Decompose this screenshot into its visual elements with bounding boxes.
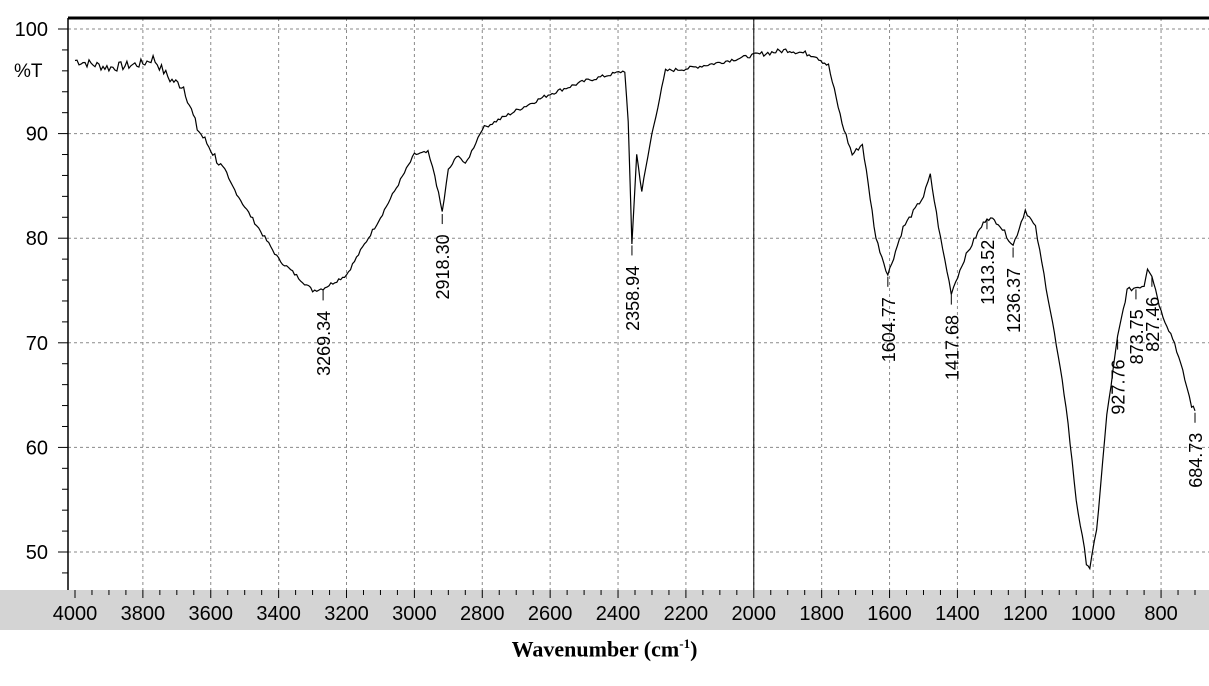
y-tick-label: 80 bbox=[26, 228, 48, 250]
peak-marker: 827.46 bbox=[1143, 276, 1163, 352]
x-tick-label: 2400 bbox=[596, 603, 641, 625]
y-tick-label: 100 bbox=[15, 19, 48, 41]
spectrum-line bbox=[74, 48, 1196, 571]
axes bbox=[58, 16, 1209, 595]
x-tick-label: 3200 bbox=[324, 603, 369, 625]
x-tick-label: 3000 bbox=[392, 603, 437, 625]
peak-marker: 927.76 bbox=[1109, 339, 1129, 415]
x-tick-label: 1200 bbox=[1003, 603, 1048, 625]
peak-label: 1236.37 bbox=[1004, 268, 1024, 333]
grid-lines bbox=[68, 18, 1209, 590]
peak-label: 1313.52 bbox=[978, 240, 998, 305]
x-tick-label: 2200 bbox=[664, 603, 709, 625]
x-axis-title-end: ) bbox=[690, 636, 698, 662]
x-tick-label: 4000 bbox=[53, 603, 98, 625]
x-tick-label: 800 bbox=[1144, 603, 1177, 625]
x-tick-label: 1000 bbox=[1071, 603, 1116, 625]
peak-marker: 1236.37 bbox=[1004, 247, 1024, 333]
peak-label: 927.76 bbox=[1109, 360, 1129, 415]
y-tick-labels: 50 60 70 80 90 100 bbox=[15, 19, 48, 564]
peak-label: 827.46 bbox=[1143, 297, 1163, 352]
x-axis-band bbox=[0, 590, 1209, 630]
x-tick-label: 3400 bbox=[256, 603, 301, 625]
peak-marker: 1313.52 bbox=[978, 219, 998, 305]
peak-label: 684.73 bbox=[1186, 433, 1206, 488]
peak-label: 1604.77 bbox=[879, 297, 899, 362]
x-tick-label: 1600 bbox=[867, 603, 912, 625]
peak-label: 1417.68 bbox=[942, 315, 962, 380]
peak-marker: 2358.94 bbox=[623, 245, 643, 331]
y-tick-label: 90 bbox=[26, 124, 48, 146]
peak-marker: 1417.68 bbox=[942, 294, 962, 380]
x-tick-label: 2000 bbox=[732, 603, 777, 625]
x-tick-label: 2800 bbox=[460, 603, 505, 625]
x-tick-label: 1400 bbox=[935, 603, 980, 625]
x-tick-label: 2600 bbox=[528, 603, 573, 625]
x-tick-label: 1800 bbox=[799, 603, 844, 625]
x-tick-label: 3600 bbox=[189, 603, 234, 625]
x-axis-band-bg bbox=[0, 590, 1209, 630]
x-tick-label: 3800 bbox=[121, 603, 166, 625]
peak-marker: 2918.30 bbox=[433, 214, 453, 299]
peak-labels: 3269.34 2918.30 2358.94 1604.77 1417.68 1313.… bbox=[314, 214, 1206, 488]
peak-label: 873.75 bbox=[1127, 309, 1147, 364]
peak-marker: 684.73 bbox=[1186, 412, 1206, 488]
y-tick-label: 60 bbox=[26, 437, 48, 459]
x-axis-title-text: Wavenumber (cm bbox=[511, 636, 680, 662]
x-axis-title: Wavenumber (cm-1) bbox=[0, 636, 1209, 662]
peak-label: 3269.34 bbox=[314, 311, 334, 376]
x-axis-title-superscript: -1 bbox=[679, 636, 691, 651]
y-axis-label: %T bbox=[14, 61, 43, 82]
peak-label: 2358.94 bbox=[623, 266, 643, 331]
peak-label: 2918.30 bbox=[433, 234, 453, 299]
peak-marker: 1604.77 bbox=[879, 276, 899, 362]
peak-marker: 873.75 bbox=[1127, 289, 1147, 364]
peak-marker: 3269.34 bbox=[314, 290, 334, 376]
y-tick-label: 50 bbox=[26, 542, 48, 564]
y-tick-label: 70 bbox=[26, 333, 48, 355]
x-tick-labels: 4000 3800 3600 3400 3200 3000 2800 2600 2400 2200… bbox=[53, 603, 1178, 625]
plot-area bbox=[68, 10, 1209, 590]
ir-spectrum-chart: 50 60 70 80 90 100 %T 4000 3800 3600 3400 3200 300… bbox=[0, 10, 1209, 630]
